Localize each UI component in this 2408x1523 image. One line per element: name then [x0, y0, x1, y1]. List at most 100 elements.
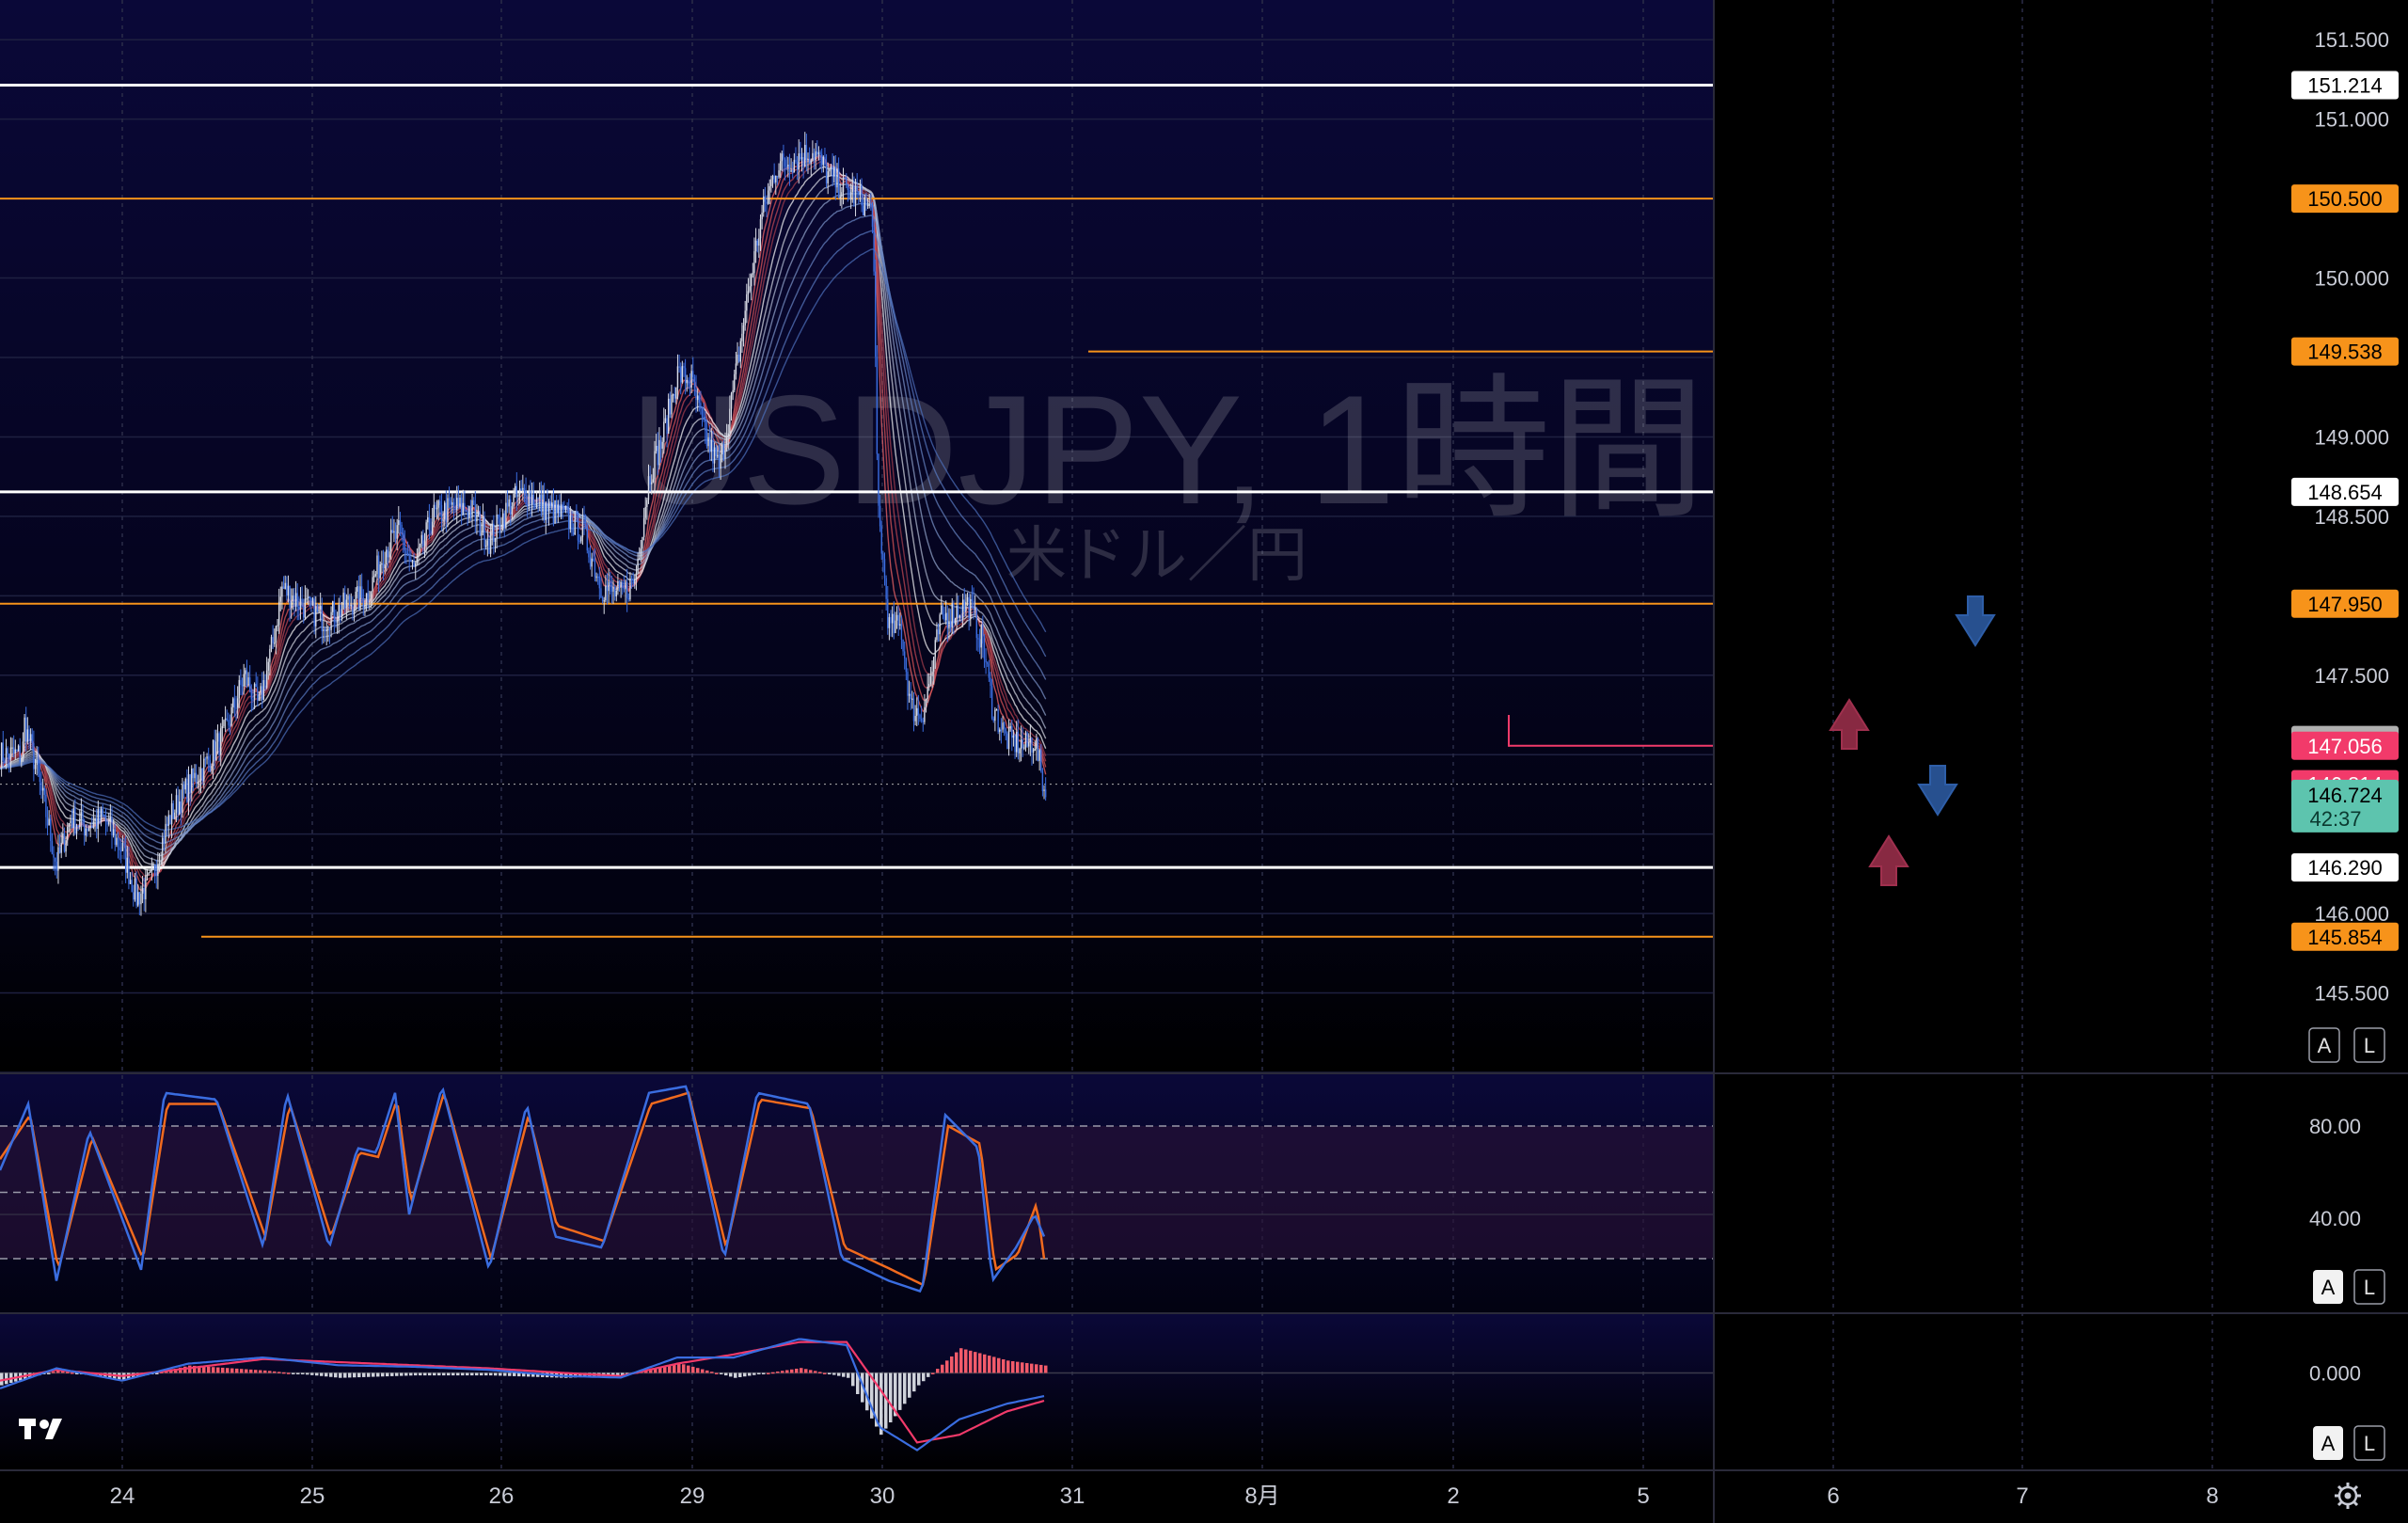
candle-body: [893, 613, 895, 633]
candle-body: [581, 518, 584, 538]
price-axis-label: 151.500: [2314, 28, 2389, 52]
candle-body: [233, 698, 236, 708]
price-tag-bg: [2291, 922, 2399, 951]
candle-body: [878, 453, 879, 506]
macd-histogram-bar: [578, 1372, 582, 1378]
candle-body: [55, 861, 58, 871]
candle-body: [808, 158, 811, 164]
candle-body: [775, 175, 777, 182]
candle-body: [841, 192, 843, 198]
candle-body: [174, 812, 176, 819]
macd-histogram-bar: [433, 1372, 436, 1376]
candle-body: [430, 530, 432, 534]
date-axis[interactable]: 24 25 26 29 30 31 8月 2 5 6 7 8: [110, 1483, 2219, 1509]
candle-body: [311, 598, 314, 606]
candle-body: [968, 596, 970, 618]
macd-histogram-bar: [710, 1372, 714, 1373]
candle-body: [1029, 738, 1032, 743]
tradingview-logo[interactable]: [19, 1419, 62, 1439]
macd-histogram-bar: [334, 1372, 338, 1378]
candle-body: [958, 615, 961, 618]
candle-body: [469, 505, 472, 517]
candle-body: [82, 812, 84, 825]
candle-body: [800, 157, 803, 160]
candle-body: [360, 586, 363, 598]
macd-histogram-bar: [71, 1372, 74, 1374]
candle-body: [973, 600, 974, 610]
candle-body: [31, 734, 33, 743]
macd-histogram-bar: [395, 1372, 399, 1376]
macd-signal-line: [0, 1341, 1045, 1444]
log-scale-button-stoch[interactable]: L: [2353, 1269, 2385, 1305]
candle-body: [198, 780, 200, 783]
candle-body: [724, 444, 726, 459]
candle-body: [787, 165, 789, 167]
candle-body: [1014, 735, 1016, 753]
candle-body: [543, 494, 546, 520]
candle-body: [951, 603, 953, 628]
candle-body: [344, 593, 346, 609]
macd-histogram-bar: [400, 1372, 404, 1376]
macd-histogram-bar: [814, 1371, 817, 1373]
candle-body: [313, 598, 315, 627]
price-tag-label: 147.950: [2307, 593, 2383, 616]
macd-histogram-bar: [856, 1372, 860, 1394]
candle-body: [689, 385, 691, 388]
candle-body: [345, 599, 348, 609]
candle-body: [965, 601, 967, 612]
candle-body: [1006, 733, 1008, 750]
grid: [0, 0, 2213, 1469]
candle-body: [335, 622, 337, 624]
candle-body: [209, 759, 212, 771]
candle-body: [1015, 732, 1018, 753]
macd-histogram-bar: [1002, 1359, 1006, 1373]
candle-body: [920, 719, 923, 722]
log-scale-button-main[interactable]: L: [2353, 1027, 2385, 1063]
auto-scale-button-main[interactable]: A: [2308, 1027, 2340, 1063]
log-scale-button-macd[interactable]: L: [2353, 1425, 2385, 1461]
candle-body: [761, 213, 763, 220]
auto-scale-button-stoch[interactable]: A: [2313, 1270, 2343, 1304]
candle-body: [1020, 738, 1022, 749]
settings-gear-icon[interactable]: [2335, 1483, 2361, 1509]
candle-body: [406, 553, 409, 556]
candle-body: [370, 591, 372, 601]
candle-body: [384, 563, 386, 569]
candle-body: [770, 179, 772, 186]
candle-body: [953, 603, 955, 624]
candle-body: [33, 742, 35, 769]
candle-body: [749, 286, 751, 292]
candle-body: [153, 865, 156, 874]
macd-histogram-bar: [757, 1372, 761, 1374]
candle-body: [626, 581, 628, 598]
candle-body: [367, 593, 369, 603]
log-scale-label: L: [2364, 1034, 2375, 1057]
macd-histogram-bar: [329, 1372, 333, 1377]
candle-body: [919, 714, 921, 720]
candle-body: [8, 754, 10, 760]
macd-histogram-bar: [386, 1372, 389, 1377]
candle-body: [627, 597, 629, 600]
candle-body: [854, 186, 857, 204]
auto-scale-button-macd[interactable]: A: [2313, 1426, 2343, 1460]
candle-body: [269, 648, 271, 662]
macd-histogram-bar: [861, 1372, 864, 1403]
candle-body: [243, 674, 245, 687]
candle-body: [376, 555, 378, 575]
candle-body: [888, 617, 891, 628]
candle-body: [272, 637, 274, 643]
candle-body: [89, 825, 91, 829]
macd-histogram-bar: [865, 1372, 869, 1411]
candle-body: [459, 498, 461, 507]
candle-body: [382, 563, 385, 569]
candle-body: [1023, 747, 1025, 749]
candle-body: [802, 157, 804, 167]
ma-ribbon-line: [0, 248, 1047, 832]
candle-body: [479, 511, 481, 536]
price-axis[interactable]: 151.500 151.000 150.000 149.000 148.500 147.5…: [2309, 28, 2389, 1385]
candle-body: [1040, 750, 1042, 771]
candle-body: [310, 597, 312, 606]
candle-body: [411, 561, 414, 563]
candle-body: [971, 598, 974, 601]
